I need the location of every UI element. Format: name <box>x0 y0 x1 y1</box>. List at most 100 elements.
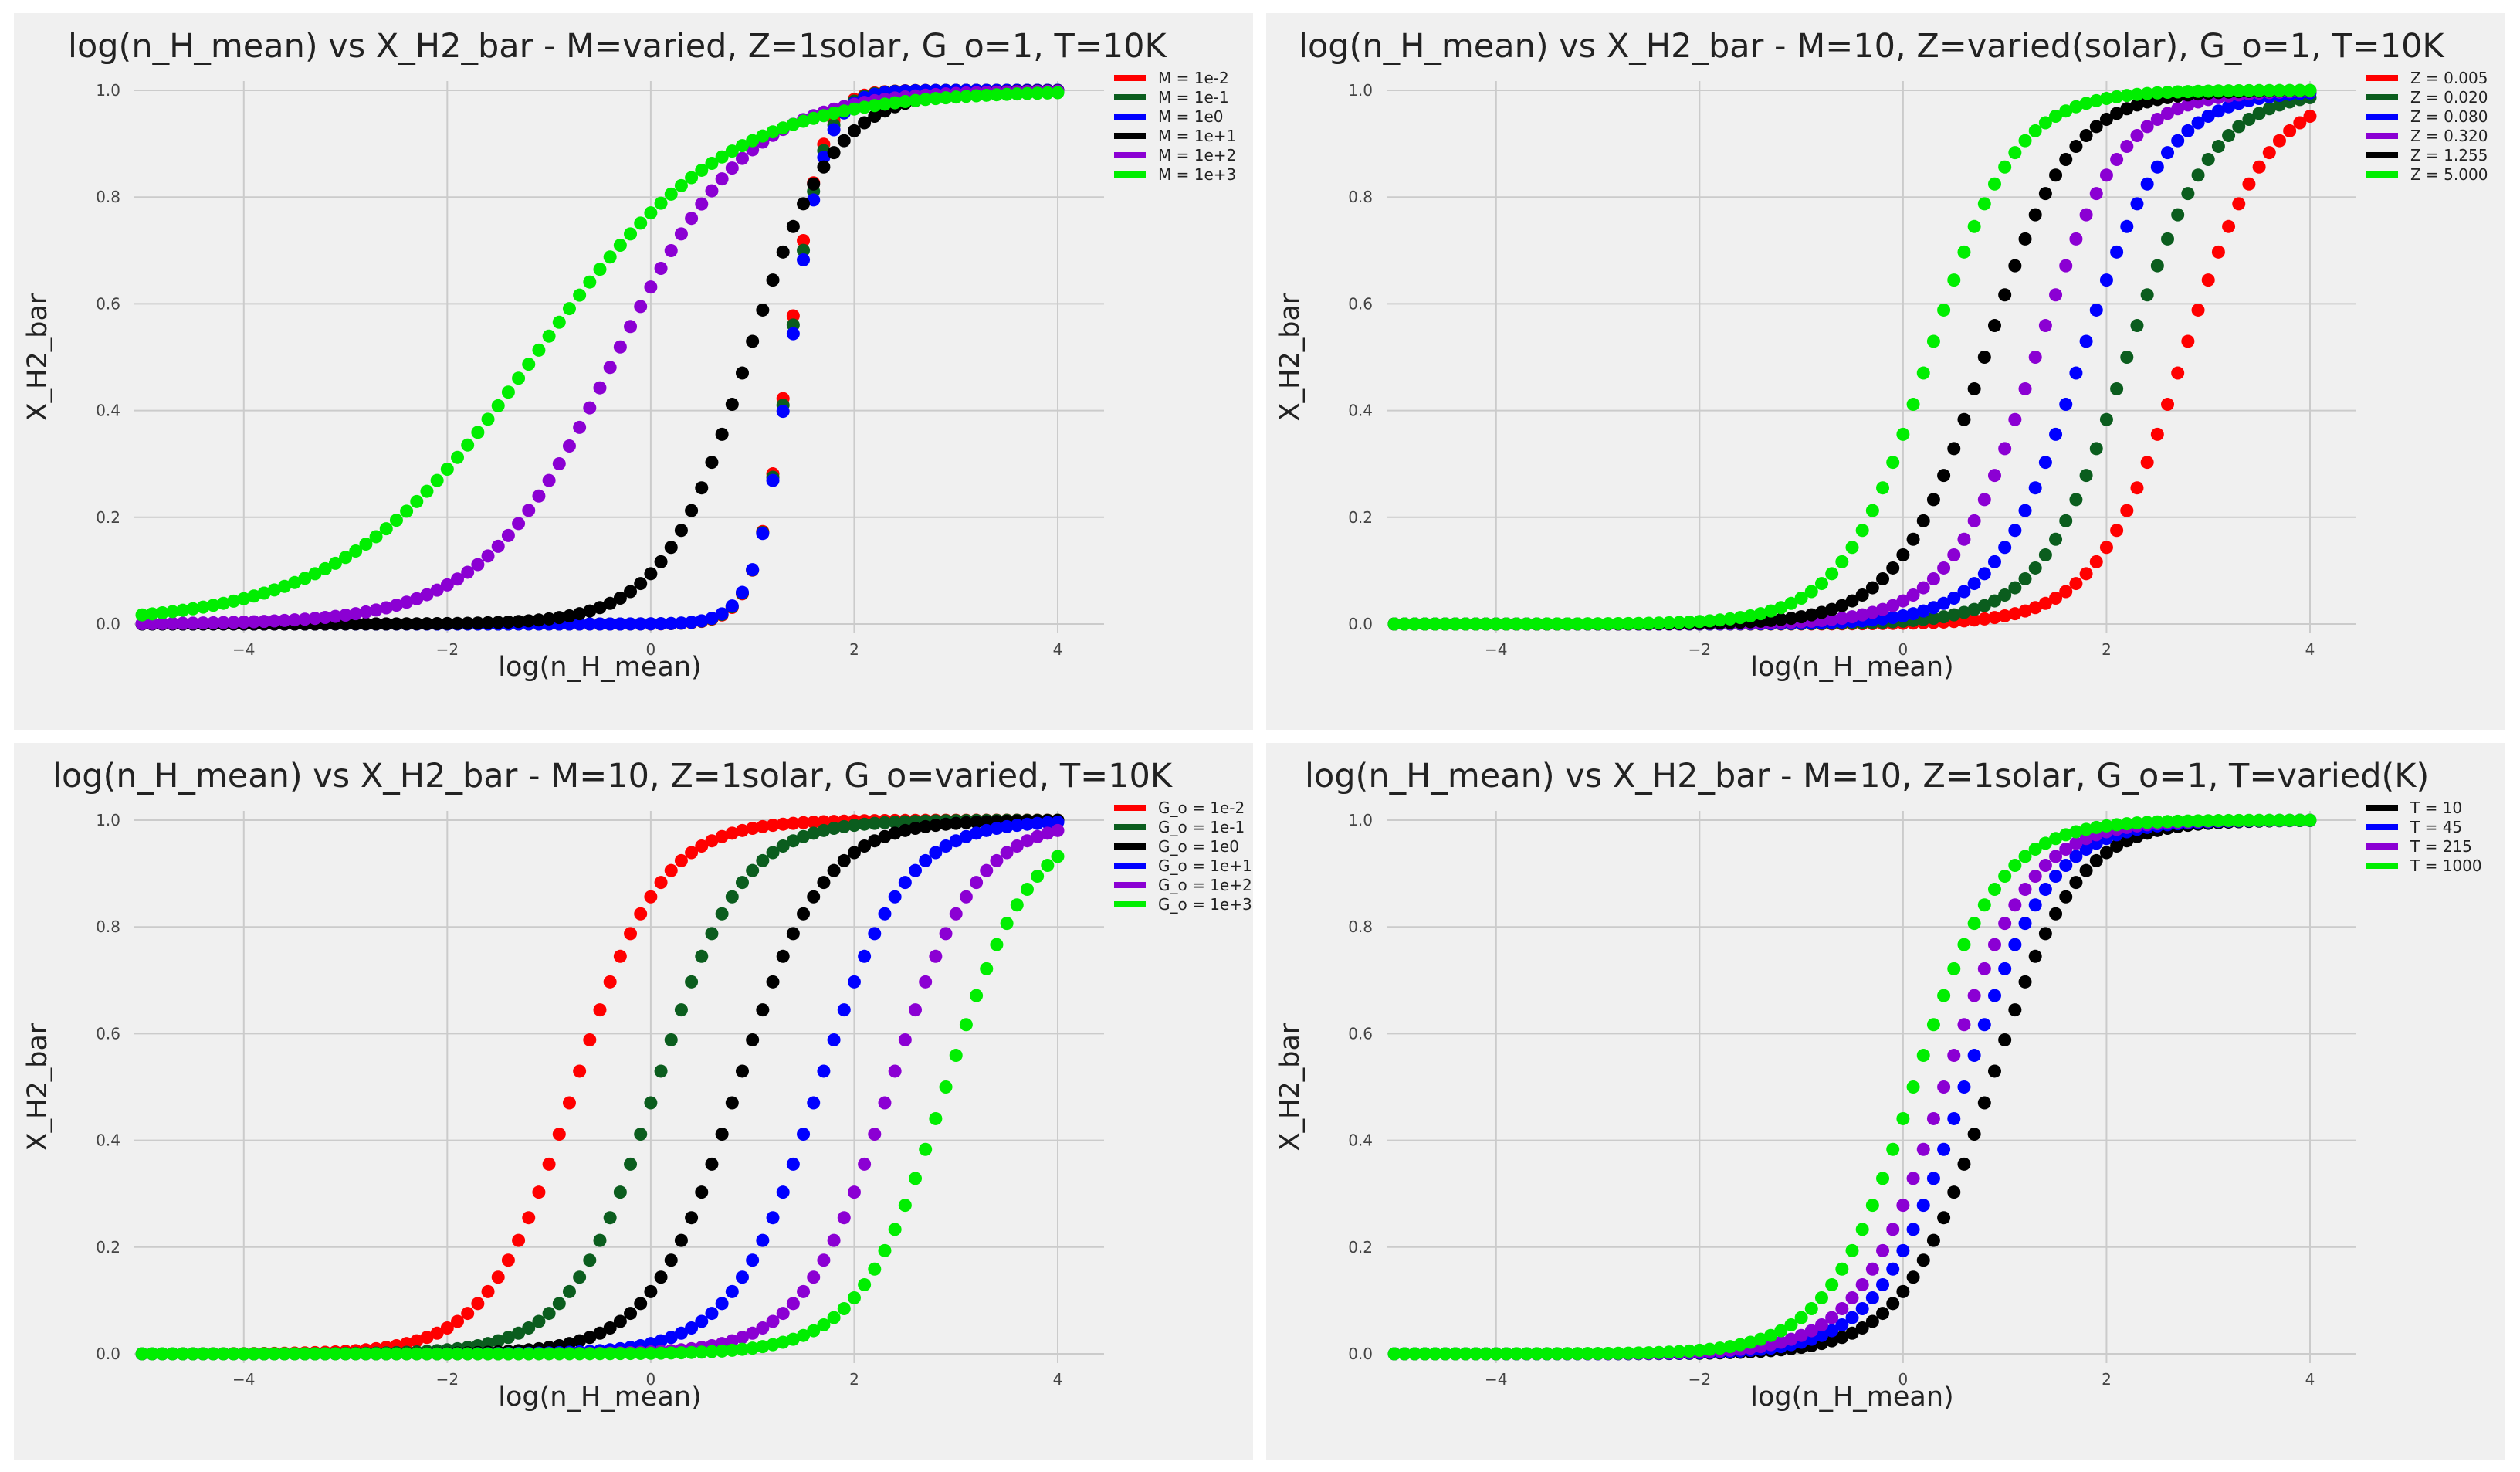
data-point <box>552 457 566 471</box>
data-point <box>776 245 790 259</box>
data-point <box>919 819 933 833</box>
data-point <box>878 907 892 921</box>
data-point <box>990 88 1004 102</box>
data-point <box>827 1033 841 1046</box>
data-point <box>1652 616 1666 630</box>
data-point <box>959 90 973 103</box>
data-point <box>1886 1262 1900 1276</box>
data-point <box>410 494 424 508</box>
data-point <box>1733 1338 1747 1352</box>
data-point <box>1998 917 2012 931</box>
data-point <box>725 144 739 158</box>
data-point <box>2191 116 2205 130</box>
data-point <box>1784 1332 1798 1346</box>
data-point <box>746 863 760 877</box>
data-point <box>1458 617 1472 631</box>
data-point <box>2252 83 2266 97</box>
data-point <box>1896 594 1910 608</box>
data-point <box>603 1211 617 1225</box>
data-point <box>2069 493 2083 507</box>
data-point <box>776 1335 790 1349</box>
data-point <box>725 599 739 613</box>
data-point <box>2099 412 2113 426</box>
data-point <box>257 586 271 600</box>
data-point <box>807 1270 821 1284</box>
data-point <box>2008 607 2022 621</box>
data-point <box>2069 366 2083 380</box>
data-point <box>552 1347 566 1361</box>
data-point <box>837 134 851 148</box>
data-point <box>939 91 953 105</box>
data-point <box>847 102 861 116</box>
data-point <box>2283 813 2297 827</box>
data-point <box>1947 962 1961 975</box>
data-point <box>1937 610 1951 624</box>
data-point <box>461 1307 475 1321</box>
data-point <box>2211 140 2225 154</box>
data-point <box>705 157 719 171</box>
data-point <box>1865 605 1879 619</box>
data-point <box>2008 938 2022 951</box>
data-point <box>1998 288 2012 302</box>
data-point <box>2038 319 2052 333</box>
data-point <box>2079 863 2093 877</box>
data-point <box>776 1185 790 1199</box>
data-point <box>634 216 648 230</box>
data-point <box>1957 938 1971 951</box>
data-point <box>1937 1080 1951 1094</box>
data-point <box>2028 481 2042 495</box>
data-point <box>2018 382 2032 395</box>
data-point <box>970 816 984 829</box>
data-point <box>1967 382 1981 395</box>
data-point <box>247 1347 261 1361</box>
data-point <box>817 151 831 164</box>
data-point <box>1845 541 1859 555</box>
data-point <box>451 572 465 586</box>
data-point <box>735 876 749 890</box>
data-point <box>2028 561 2042 575</box>
data-point <box>501 385 515 399</box>
legend-label: M = 1e0 <box>1158 107 1223 126</box>
data-point <box>2079 822 2093 836</box>
data-point <box>1438 1347 1452 1361</box>
data-point <box>2211 814 2225 828</box>
data-point <box>1906 1270 1920 1284</box>
x-axis-label: log(n_H_mean) <box>498 652 701 683</box>
data-point <box>1876 1307 1890 1321</box>
data-point <box>2049 168 2063 182</box>
x-tick-label: 0 <box>1898 1370 1909 1389</box>
data-point <box>501 1347 515 1361</box>
data-point <box>888 96 902 110</box>
data-point <box>501 615 515 629</box>
data-point <box>827 1233 841 1247</box>
y-tick-label: 0.2 <box>96 508 120 527</box>
data-point <box>746 822 760 836</box>
data-point <box>2211 245 2225 259</box>
y-axis-label: X_H2_bar <box>1275 293 1306 421</box>
data-point <box>909 93 923 107</box>
data-point <box>2120 504 2134 517</box>
data-point <box>2099 92 2113 106</box>
data-point <box>2008 581 2022 595</box>
y-tick-label: 0.4 <box>1348 402 1373 420</box>
data-point <box>2038 596 2052 610</box>
data-point <box>1825 1334 1839 1348</box>
data-point <box>155 616 169 630</box>
data-point <box>2038 883 2052 897</box>
x-axis-label: log(n_H_mean) <box>498 1382 701 1413</box>
data-point <box>247 615 261 629</box>
x-tick-label: 4 <box>2305 1370 2315 1389</box>
data-point <box>949 1049 963 1063</box>
data-point <box>919 975 933 989</box>
data-point <box>2059 398 2073 412</box>
data-point <box>2140 86 2154 100</box>
data-point <box>1010 819 1024 833</box>
data-point <box>2303 813 2317 827</box>
data-point <box>1987 594 2001 608</box>
data-point <box>308 1347 322 1361</box>
data-point <box>939 817 953 831</box>
data-point <box>1713 613 1727 627</box>
data-point <box>1010 898 1024 912</box>
data-point <box>1479 617 1493 631</box>
